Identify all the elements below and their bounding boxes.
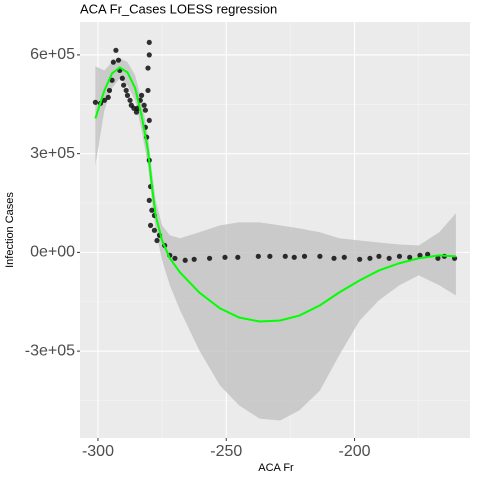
y-tick-label: -3e+05 [25,342,75,359]
point [131,105,137,111]
x-tick-label: -200 [339,443,371,460]
point [133,109,140,115]
point [191,256,197,262]
point [92,99,98,105]
point [141,102,147,108]
y-tick-label: 3e+05 [30,145,75,162]
point [121,82,127,88]
point [146,117,152,124]
point [301,253,308,259]
point [407,254,413,260]
point [417,252,423,258]
y-axis-title: Infection Cases [4,192,16,268]
point [147,222,154,228]
point [291,254,297,260]
point [267,253,273,259]
point [282,253,288,259]
point [101,97,107,103]
confidence-band [95,58,456,421]
point [341,254,347,260]
chart-title: ACA Fr_Cases LOESS regression [80,1,277,16]
x-axis-title: ACA Fr [258,462,294,474]
point [105,94,111,100]
point [172,255,178,261]
point [142,107,149,113]
point [146,197,152,203]
point [124,92,131,98]
point [206,255,213,261]
point [376,253,382,259]
point [106,87,113,94]
point [127,97,133,103]
point [138,92,145,98]
point [146,39,152,46]
point [222,254,228,260]
point [146,52,152,58]
point [357,256,363,262]
point [154,237,160,244]
point [396,253,403,259]
point [113,47,119,53]
loess-line [94,66,456,323]
point [115,57,122,63]
point [145,87,151,94]
point [435,255,441,261]
point [151,227,158,233]
y-tick-label: 6e+05 [30,46,75,63]
point [119,75,125,81]
point [182,257,188,263]
point [110,59,116,65]
point [123,87,129,94]
point [367,255,373,261]
point [317,253,323,259]
point [255,253,261,259]
point [149,207,155,213]
point [109,77,115,83]
x-tick-label: -250 [210,443,242,460]
point [425,251,431,257]
point [386,255,392,261]
point [331,255,337,261]
y-tick-label: 0e+00 [30,244,75,261]
point [235,254,241,260]
point [145,65,151,71]
x-tick-label: -300 [82,443,114,460]
